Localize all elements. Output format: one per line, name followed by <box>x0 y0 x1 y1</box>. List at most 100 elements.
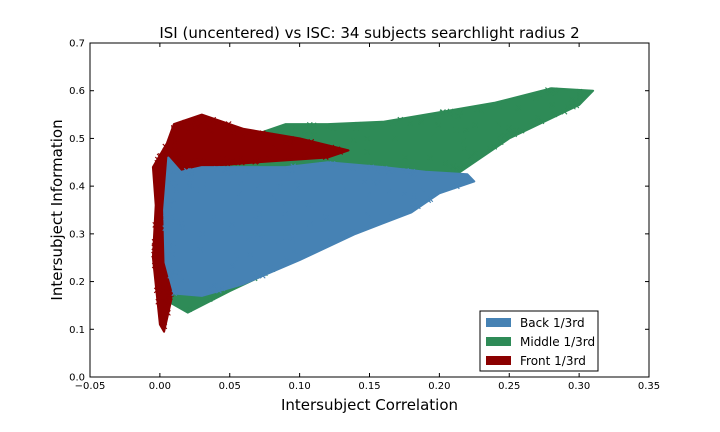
x-tick-label: 0.00 <box>149 381 171 392</box>
front-point <box>272 145 278 152</box>
middle-point <box>549 101 555 108</box>
front-point <box>151 262 158 269</box>
back-point <box>242 167 249 174</box>
back-point <box>294 243 300 250</box>
middle-point <box>206 296 213 303</box>
middle-point <box>545 87 551 93</box>
back-point <box>271 195 278 201</box>
back-point <box>197 247 204 253</box>
back-point <box>368 164 375 171</box>
middle-point <box>530 94 537 100</box>
middle-point <box>565 103 572 110</box>
front-point <box>157 174 164 181</box>
middle-point <box>468 153 475 160</box>
back-point <box>292 195 299 202</box>
back-point <box>164 207 171 214</box>
back-point <box>206 285 213 292</box>
front-point <box>225 121 232 127</box>
back-point <box>171 198 178 205</box>
back-point <box>411 193 417 199</box>
middle-point <box>310 122 317 129</box>
front-point <box>242 132 249 139</box>
front-point <box>157 172 163 179</box>
back-point <box>231 260 238 267</box>
middle-point <box>577 94 583 101</box>
middle-point <box>553 89 560 96</box>
back-point <box>255 231 262 238</box>
back-point <box>282 200 289 207</box>
front-point <box>155 298 162 305</box>
middle-point <box>496 102 503 109</box>
front-point <box>324 147 331 154</box>
front-point <box>155 166 162 173</box>
back-point <box>219 285 226 292</box>
back-point <box>293 178 300 185</box>
back-point <box>162 225 169 231</box>
back-point <box>305 222 312 228</box>
front-point <box>283 139 290 146</box>
back-point <box>252 271 258 278</box>
back-point <box>370 179 377 185</box>
back-point <box>259 272 266 279</box>
front-point <box>151 244 158 251</box>
front-point <box>155 184 161 190</box>
middle-point <box>442 160 449 167</box>
middle-point <box>293 124 299 131</box>
middle-point <box>561 108 568 115</box>
middle-point <box>496 133 503 139</box>
front-point <box>157 162 164 168</box>
front-point <box>224 127 231 134</box>
x-tick-label: 0.20 <box>428 381 450 392</box>
back-point <box>178 219 185 226</box>
middle-point <box>491 143 498 150</box>
back-point <box>340 186 347 193</box>
back-point <box>318 161 325 168</box>
middle-point <box>457 109 463 116</box>
front-point <box>193 119 200 126</box>
axis-ticks: −0.05 0.00 0.05 0.10 0.15 0.20 0.25 0.30 0.35 0.0… <box>69 39 660 393</box>
x-tick-label: 0.25 <box>498 381 520 392</box>
middle-point <box>471 122 478 128</box>
back-point <box>451 182 457 189</box>
back-point <box>305 165 312 171</box>
back-point <box>183 167 190 174</box>
front-point <box>206 128 213 135</box>
y-tick-label: 0.4 <box>69 182 85 193</box>
back-point <box>365 191 372 198</box>
x-axis-label: Intersubject Correlation <box>281 396 458 414</box>
front-point <box>152 221 159 228</box>
front-point <box>237 155 244 162</box>
back-point <box>163 214 169 221</box>
back-point <box>168 213 175 220</box>
middle-point <box>353 125 360 131</box>
front-point <box>162 147 169 154</box>
back-point <box>275 180 282 186</box>
middle-point <box>350 137 357 144</box>
middle-point <box>435 122 442 129</box>
y-tick-label: 0.1 <box>69 325 85 336</box>
back-point <box>167 272 174 279</box>
front-point <box>155 272 161 279</box>
back-point <box>277 182 284 189</box>
middle-point <box>447 111 453 118</box>
back-point <box>166 201 173 208</box>
back-point <box>259 270 266 277</box>
y-axis-label: Intersubject Information <box>48 119 66 300</box>
y-tick-label: 0.0 <box>69 373 85 384</box>
middle-point <box>186 306 193 313</box>
plot-area <box>151 87 595 333</box>
back-point <box>211 214 218 221</box>
front-point <box>155 282 162 288</box>
back-point <box>211 282 218 289</box>
middle-point <box>576 88 583 95</box>
middle-point <box>570 103 576 110</box>
back-point <box>386 188 393 195</box>
back-point <box>245 236 252 243</box>
y-tick-label: 0.7 <box>69 39 85 50</box>
front-point <box>155 268 162 275</box>
middle-point <box>511 131 518 138</box>
middle-point <box>472 149 479 156</box>
front-point <box>151 238 158 245</box>
front-point <box>167 147 174 154</box>
middle-point <box>431 131 438 138</box>
